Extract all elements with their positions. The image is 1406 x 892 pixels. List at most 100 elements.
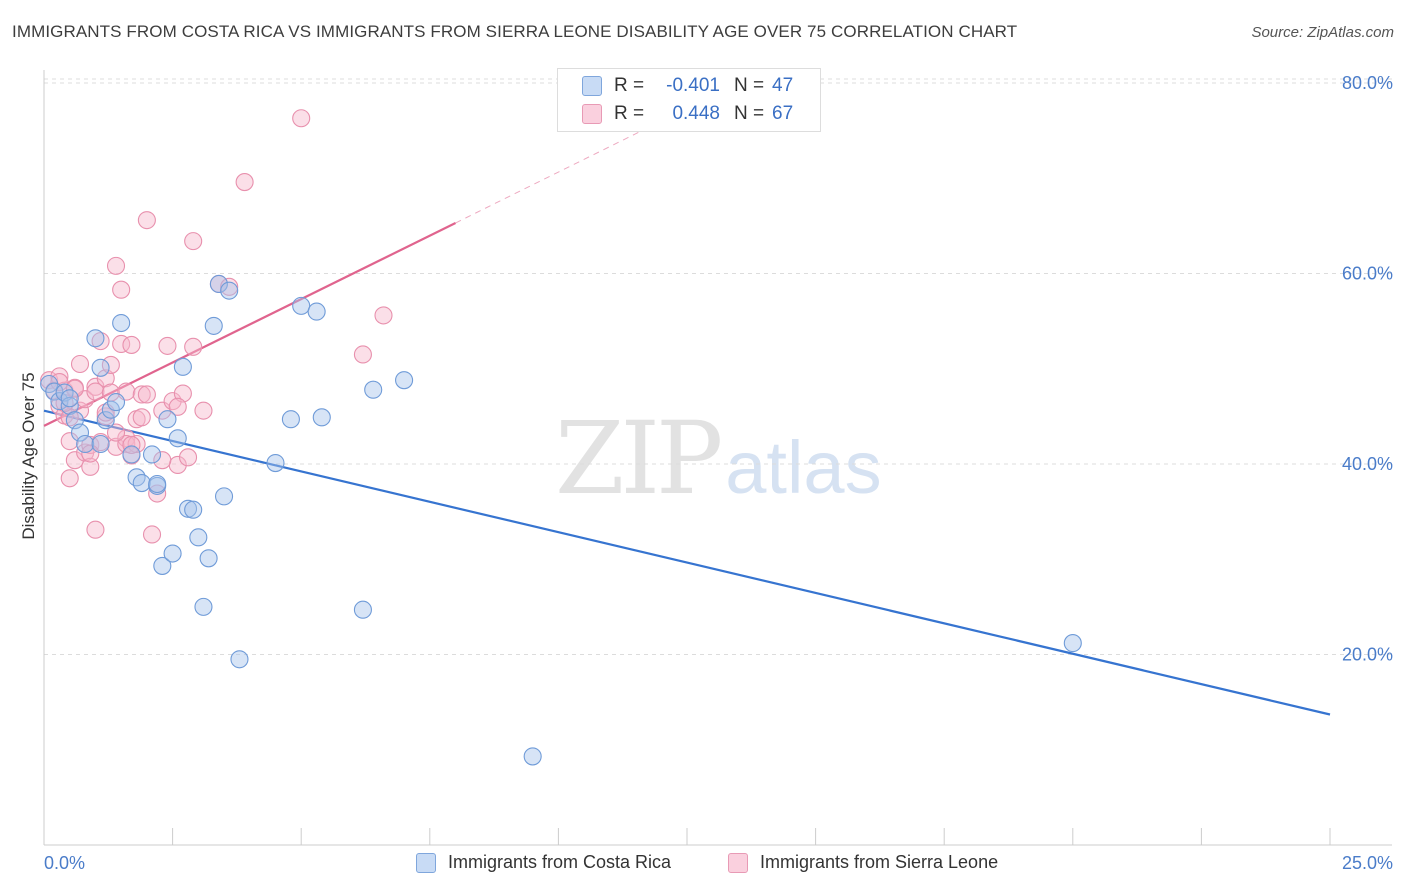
- point-costa-rica: [220, 281, 239, 300]
- point-sierra-leone: [70, 354, 90, 374]
- point-costa-rica: [189, 528, 208, 547]
- point-sierra-leone: [353, 345, 372, 364]
- point-costa-rica: [76, 434, 95, 454]
- bottom-legend-label-costa-rica: Immigrants from Costa Rica: [448, 852, 672, 872]
- point-costa-rica: [173, 357, 192, 376]
- point-costa-rica: [395, 371, 414, 390]
- point-sierra-leone: [60, 469, 79, 488]
- point-costa-rica: [142, 445, 162, 464]
- point-sierra-leone: [117, 434, 136, 454]
- point-costa-rica: [199, 549, 218, 568]
- point-sierra-leone: [142, 525, 162, 544]
- point-sierra-leone: [194, 401, 213, 420]
- bottom-legend-costa-rica: Immigrants from Costa Rica: [416, 852, 671, 873]
- legend-n-label: N =: [734, 103, 765, 124]
- y-axis-label: Disability Age Over 75: [19, 372, 38, 539]
- point-sierra-leone: [132, 408, 151, 427]
- point-sierra-leone: [91, 332, 110, 351]
- point-sierra-leone: [106, 256, 126, 275]
- point-costa-rica: [127, 468, 146, 487]
- point-costa-rica: [153, 556, 172, 575]
- point-sierra-leone: [137, 211, 156, 230]
- point-costa-rica: [60, 389, 79, 408]
- point-sierra-leone: [65, 379, 84, 398]
- point-costa-rica: [214, 487, 234, 506]
- point-sierra-leone: [374, 306, 393, 325]
- trend-line-sierra-leone-extension: [455, 120, 662, 224]
- y-tick-label: 40.0%: [1342, 454, 1393, 474]
- point-costa-rica: [112, 313, 131, 333]
- point-sierra-leone: [122, 335, 141, 354]
- point-sierra-leone: [70, 401, 90, 420]
- point-sierra-leone: [235, 173, 254, 192]
- point-costa-rica: [158, 410, 177, 429]
- legend-n-value: 47: [772, 75, 794, 96]
- x-tick-label: 25.0%: [1342, 853, 1393, 873]
- trend-lines: [43, 120, 1331, 716]
- point-costa-rica: [307, 302, 326, 321]
- point-sierra-leone: [163, 392, 182, 411]
- legend-swatch-sierra-leone: [582, 104, 602, 124]
- point-costa-rica: [292, 296, 311, 315]
- point-costa-rica: [106, 393, 126, 412]
- watermark: ZIPatlas: [555, 400, 882, 517]
- data-points: [40, 109, 1082, 766]
- legend-swatch-costa-rica: [582, 76, 602, 96]
- point-costa-rica: [86, 329, 105, 348]
- bottom-legend-sierra-leone: Immigrants from Sierra Leone: [728, 852, 998, 873]
- point-sierra-leone: [184, 337, 203, 356]
- point-sierra-leone: [168, 397, 187, 416]
- y-tick-label: 80.0%: [1342, 73, 1393, 93]
- point-sierra-leone: [137, 385, 156, 404]
- point-sierra-leone: [122, 435, 141, 455]
- point-sierra-leone: [112, 280, 131, 299]
- point-sierra-leone: [106, 423, 126, 442]
- point-costa-rica: [50, 392, 69, 411]
- point-costa-rica: [266, 453, 285, 473]
- point-costa-rica: [60, 396, 79, 415]
- point-costa-rica: [132, 473, 151, 493]
- point-sierra-leone: [153, 451, 172, 470]
- point-sierra-leone: [178, 448, 198, 467]
- point-costa-rica: [230, 650, 249, 669]
- point-sierra-leone: [220, 277, 239, 296]
- point-sierra-leone: [96, 369, 115, 388]
- legend: R = -0.401 N = 47 R = 0.448 N = 67: [557, 68, 821, 132]
- point-costa-rica: [281, 410, 300, 429]
- point-sierra-leone: [292, 109, 311, 128]
- legend-r-value: 0.448: [672, 103, 720, 124]
- trend-line-costa-rica: [43, 409, 1331, 716]
- point-costa-rica: [91, 434, 110, 454]
- point-sierra-leone: [127, 434, 146, 454]
- bottom-legend-label-sierra-leone: Immigrants from Sierra Leone: [760, 852, 999, 872]
- legend-n-value: 67: [772, 103, 794, 124]
- point-costa-rica: [178, 499, 198, 518]
- legend-r-label: R =: [614, 103, 645, 124]
- point-costa-rica: [312, 408, 331, 427]
- point-sierra-leone: [65, 451, 84, 470]
- point-costa-rica: [55, 383, 74, 402]
- axis-labels: 20.0% 40.0% 60.0% 80.0% 0.0% 25.0% Disability …: [19, 73, 1393, 873]
- point-costa-rica: [194, 597, 213, 616]
- point-costa-rica: [148, 474, 167, 494]
- point-costa-rica: [523, 747, 542, 766]
- point-sierra-leone: [148, 484, 167, 503]
- y-tick-label: 60.0%: [1342, 264, 1393, 284]
- legend-r-label: R =: [614, 75, 645, 96]
- source-credit: Source: ZipAtlas.com: [1251, 24, 1394, 41]
- point-sierra-leone: [132, 385, 151, 404]
- point-costa-rica: [96, 411, 115, 430]
- chart-title: IMMIGRANTS FROM COSTA RICA VS IMMIGRANTS…: [12, 22, 1018, 41]
- point-costa-rica: [353, 600, 372, 619]
- point-costa-rica: [1063, 634, 1082, 653]
- gridlines: [44, 78, 1392, 655]
- point-costa-rica: [364, 380, 383, 399]
- point-sierra-leone: [158, 336, 177, 355]
- point-costa-rica: [91, 358, 110, 377]
- point-costa-rica: [184, 500, 203, 519]
- point-costa-rica: [204, 316, 223, 335]
- bottom-legend-swatch-costa-rica: [416, 852, 436, 873]
- y-tick-label: 20.0%: [1342, 645, 1393, 665]
- point-costa-rica: [163, 544, 182, 563]
